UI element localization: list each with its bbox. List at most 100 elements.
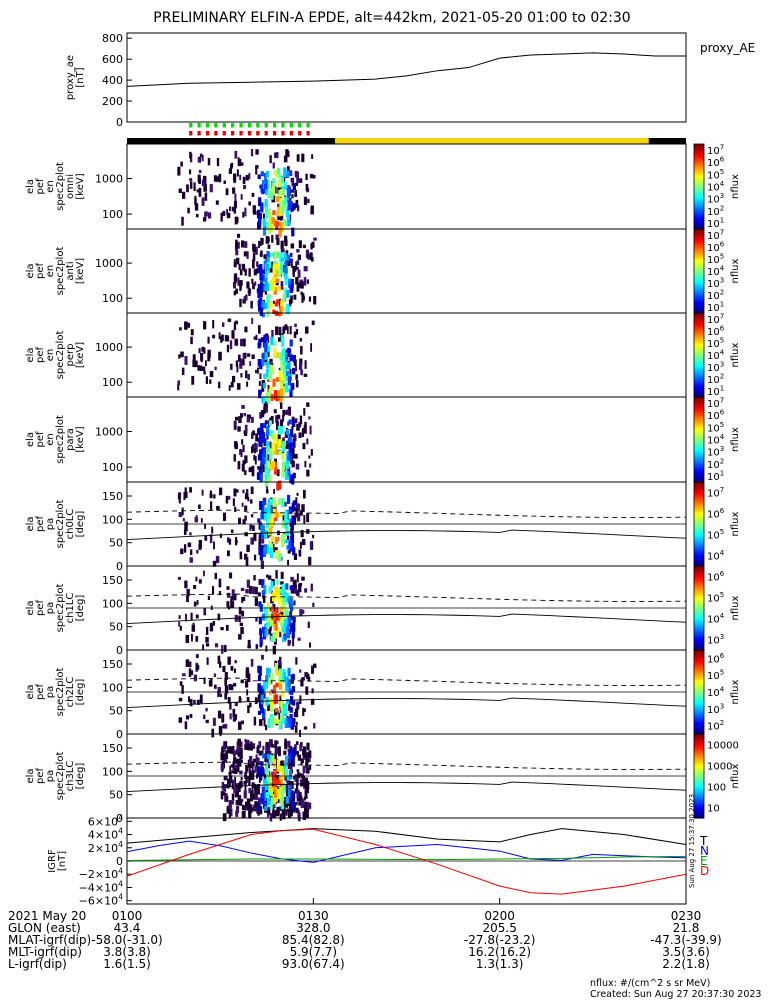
colorbar-cell	[694, 721, 704, 724]
spectrogram-fleck	[262, 596, 266, 603]
spectrogram-fleck	[300, 773, 305, 777]
spectrogram-fleck	[304, 421, 307, 427]
colorbar-cell	[694, 283, 704, 286]
spectrogram-fleck	[270, 504, 274, 514]
spectrogram-fleck	[295, 801, 298, 806]
colorbar-tick-label: 103	[707, 702, 724, 716]
spectrogram-core-bin	[284, 470, 288, 481]
spectrogram-core-bin	[261, 786, 265, 793]
spectrogram-fleck	[309, 173, 314, 179]
spectrogram-fleck	[276, 152, 279, 159]
spectrogram-core-bin	[285, 796, 289, 804]
spectrogram-fleck	[304, 790, 308, 799]
colorbar-cell	[694, 514, 704, 517]
spectrogram-core-bin	[284, 220, 288, 226]
colorbar-cell	[694, 153, 704, 156]
spectrogram-fleck	[243, 268, 247, 272]
colorbar-cell	[694, 384, 704, 387]
ytick-label: 600	[102, 53, 123, 66]
panel-ylabel: [deg]	[75, 763, 86, 790]
spectrogram-fleck	[247, 743, 251, 751]
spectrogram-fleck	[250, 149, 254, 157]
spectrogram-fleck	[294, 512, 297, 520]
spectrogram-core-bin	[272, 684, 277, 694]
spectrogram-core-bin	[289, 201, 294, 207]
spectrogram-fleck	[245, 557, 249, 566]
spectrogram-fleck	[303, 277, 307, 286]
colorbar-cell	[694, 641, 704, 644]
colorbar-cell	[694, 553, 704, 556]
colorbar-cell	[694, 210, 704, 213]
loss-cone-line	[126, 613, 687, 625]
colorbar-cell	[694, 293, 704, 296]
colorbar-cell	[694, 672, 704, 675]
colorbar-tick-label: 102	[707, 719, 724, 733]
spectrogram-core-bin	[287, 473, 291, 480]
spectrogram-core-bin	[292, 718, 296, 724]
colorbar-cell	[694, 676, 704, 679]
spectrogram-core-bin	[285, 209, 290, 218]
spectrogram-fleck	[252, 793, 256, 800]
panel-ylabel: pef	[35, 768, 46, 785]
spectrogram-core-bin	[269, 698, 273, 705]
spectrogram-fleck	[259, 373, 262, 380]
colorbar-cell	[694, 570, 704, 573]
spectrogram-core-bin	[278, 370, 282, 378]
loss-cone-dashed-line	[126, 509, 687, 518]
panel-ylabel: pef	[35, 684, 46, 701]
spectrogram-core-bin	[279, 261, 284, 266]
spectrogram-fleck	[241, 502, 244, 507]
spectrogram-fleck	[237, 738, 241, 748]
spectrogram-fleck	[282, 409, 285, 417]
spectrogram-core-bin	[286, 290, 290, 298]
spectrogram-core-bin	[278, 450, 282, 455]
spectrogram-fleck	[296, 777, 299, 786]
spectrogram-fleck	[249, 792, 254, 802]
colorbar-cell	[694, 770, 704, 773]
spectrogram-fleck	[226, 212, 231, 219]
spectrogram-fleck	[178, 615, 181, 619]
colorbar-cell	[694, 673, 704, 676]
spectrogram-fleck	[248, 768, 251, 774]
spectrogram-fleck	[271, 261, 275, 266]
spectrogram-fleck	[261, 750, 264, 755]
spectrogram-fleck	[190, 670, 194, 676]
spectrogram-core-bin	[291, 753, 295, 762]
colorbar-cell	[694, 341, 704, 343]
spectrogram-fleck	[247, 353, 251, 357]
spectrogram-fleck	[255, 268, 259, 274]
spectrogram-fleck	[196, 600, 199, 605]
spectrogram-fleck	[221, 334, 224, 342]
spectrogram-fleck	[296, 573, 299, 583]
spectrogram-fleck	[306, 402, 310, 407]
spectrogram-fleck	[284, 773, 287, 781]
spectrogram-fleck	[300, 369, 303, 376]
colorbar-cell	[694, 503, 704, 505]
spectrogram-fleck	[196, 189, 199, 193]
spectrogram-core-bin	[282, 602, 286, 610]
colorbar-cell	[694, 408, 704, 411]
colorbar-cell	[694, 616, 704, 619]
spectrogram-core-bin	[262, 434, 266, 443]
spectrogram-core-bin	[264, 302, 268, 310]
colorbar-cell	[694, 308, 704, 311]
ytick-label: 0	[116, 855, 123, 868]
spectrogram-fleck	[226, 808, 229, 814]
spectrogram-fleck	[260, 237, 264, 245]
spectrogram-fleck	[226, 208, 228, 215]
spectrogram-fleck	[254, 697, 258, 705]
spectrogram-core-bin	[291, 474, 295, 485]
colorbar-cell	[694, 450, 704, 453]
colorbar-cell	[694, 805, 704, 808]
spectrogram-fleck	[228, 538, 232, 545]
colorbar-cell	[694, 220, 704, 223]
spectrogram-fleck	[291, 426, 294, 430]
spectrogram-fleck	[260, 544, 264, 554]
spectrogram-fleck	[228, 684, 232, 691]
colorbar-cell	[694, 606, 704, 609]
spectrogram-fleck	[290, 263, 293, 268]
colorbar-tick-label: 104	[707, 349, 725, 363]
spectrogram-fleck	[251, 192, 255, 197]
xlabel-tick: -47.3(-39.9)	[650, 933, 721, 947]
colorbar-cell	[694, 182, 704, 185]
